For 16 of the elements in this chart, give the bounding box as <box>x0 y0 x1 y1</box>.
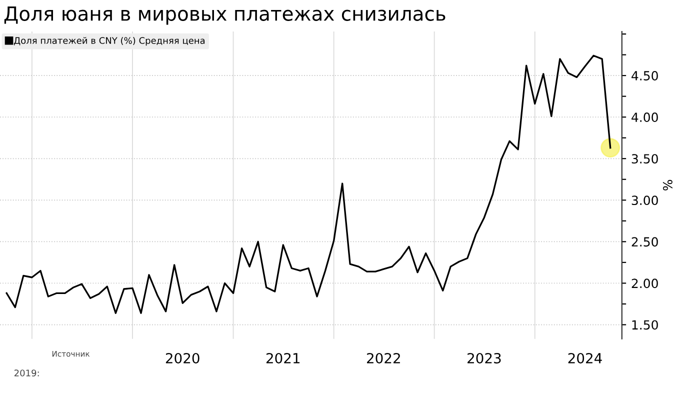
y-tick-label: 4.50 <box>632 71 658 80</box>
y-tick-label: 1.50 <box>632 320 658 330</box>
y-tick-label: 3.00 <box>632 196 658 206</box>
x-tick-label: 2023 <box>468 352 501 364</box>
x-tick-label: 2022 <box>367 352 400 364</box>
x-tick-label: 2021 <box>266 352 300 364</box>
x-tick-label: 2020 <box>166 352 200 364</box>
y-tick-label: 4.00 <box>632 112 658 122</box>
y-tick-label: 2.50 <box>632 237 658 247</box>
y-tick-label: 2.00 <box>632 278 658 288</box>
x-tick-label: 2024 <box>568 352 602 364</box>
y-axis-title: % <box>662 180 672 190</box>
text: 2019: <box>14 370 39 376</box>
chart-title: Доля юаня в мировых платежах снизилась <box>4 6 446 25</box>
y-tick-label: 3.50 <box>632 154 658 164</box>
legend-label: Доля платежей в CNY (%) Средняя цена <box>14 36 205 46</box>
